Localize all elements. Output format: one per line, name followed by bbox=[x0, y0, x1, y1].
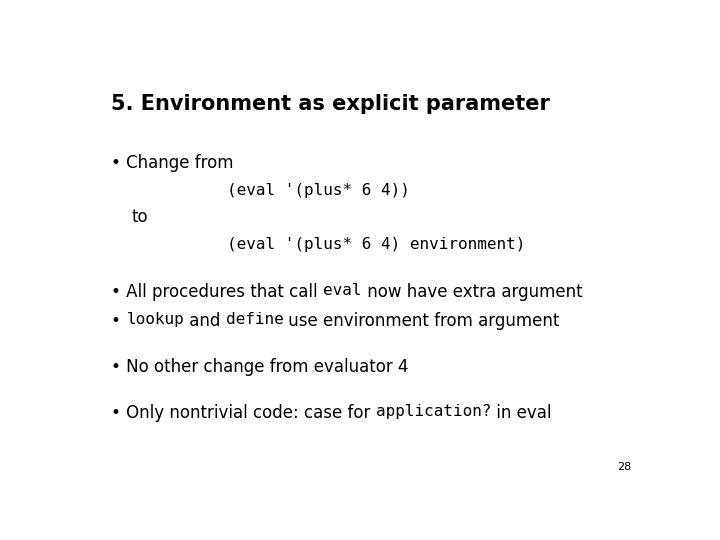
Text: 5. Environment as explicit parameter: 5. Environment as explicit parameter bbox=[111, 94, 550, 114]
Text: eval: eval bbox=[323, 283, 361, 298]
Text: •: • bbox=[111, 312, 126, 330]
Text: use environment from argument: use environment from argument bbox=[284, 312, 560, 330]
Text: define: define bbox=[225, 312, 284, 327]
Text: (eval '(plus* 6 4) environment): (eval '(plus* 6 4) environment) bbox=[227, 238, 525, 252]
Text: • Only nontrivial code: case for: • Only nontrivial code: case for bbox=[111, 404, 376, 422]
Text: (eval '(plus* 6 4)): (eval '(plus* 6 4)) bbox=[227, 183, 410, 198]
Text: • Change from: • Change from bbox=[111, 154, 234, 172]
Text: in eval: in eval bbox=[491, 404, 552, 422]
Text: now have extra argument: now have extra argument bbox=[361, 283, 582, 301]
Text: • No other change from evaluator 4: • No other change from evaluator 4 bbox=[111, 358, 409, 376]
Text: and: and bbox=[184, 312, 225, 330]
Text: to: to bbox=[132, 208, 148, 226]
Text: lookup: lookup bbox=[126, 312, 184, 327]
Text: • All procedures that call: • All procedures that call bbox=[111, 283, 323, 301]
Text: application?: application? bbox=[376, 404, 491, 418]
Text: 28: 28 bbox=[617, 462, 631, 472]
